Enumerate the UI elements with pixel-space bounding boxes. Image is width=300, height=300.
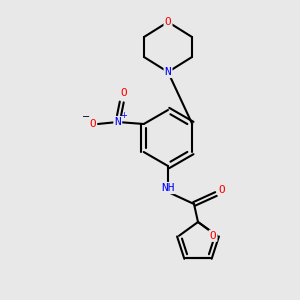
Text: −: −: [82, 112, 90, 122]
Text: N: N: [165, 67, 171, 77]
Text: O: O: [210, 231, 216, 241]
Text: O: O: [219, 185, 225, 195]
Text: O: O: [89, 119, 96, 129]
Text: NH: NH: [161, 183, 175, 193]
Text: N: N: [114, 117, 121, 127]
Text: O: O: [165, 17, 171, 27]
Text: O: O: [120, 88, 127, 98]
Text: +: +: [120, 110, 127, 119]
